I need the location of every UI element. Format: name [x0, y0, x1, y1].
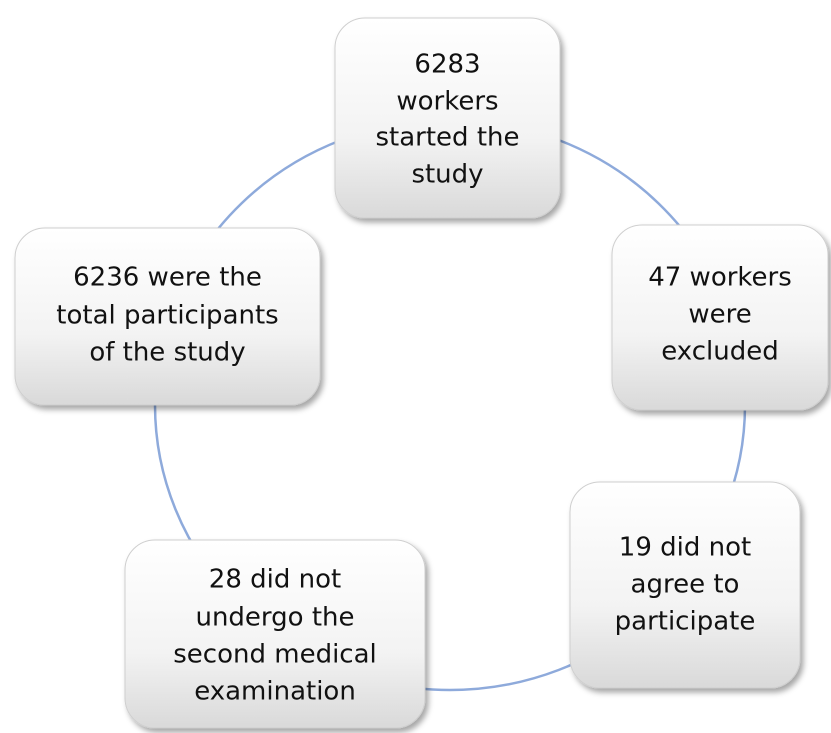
node-label: total participants: [56, 301, 278, 331]
node-label: 19 did not: [619, 533, 751, 563]
node-label: 28 did not: [209, 565, 341, 595]
node-label: were: [688, 300, 751, 330]
node-box: [124, 539, 426, 729]
node-label: undergo the: [195, 603, 354, 633]
node-label: excluded: [661, 337, 778, 367]
node-box: [334, 17, 561, 219]
node-label: second medical: [173, 640, 377, 670]
node-label: 47 workers: [648, 263, 792, 293]
node-label: started the: [376, 123, 520, 153]
node-label: participate: [615, 607, 756, 637]
node-box: [611, 224, 829, 411]
node-label: 6236 were the: [73, 263, 262, 293]
node-box: [569, 481, 801, 689]
node-label: examination: [194, 677, 356, 707]
node-box: [14, 227, 321, 406]
node-label: workers: [396, 87, 498, 117]
node-label: 6283: [414, 50, 480, 80]
node-label: study: [411, 160, 483, 190]
boxes: 6283 workers started the study 47 workers wer…: [14, 17, 829, 729]
node-label: of the study: [89, 338, 245, 368]
node-label: agree to: [631, 570, 740, 600]
